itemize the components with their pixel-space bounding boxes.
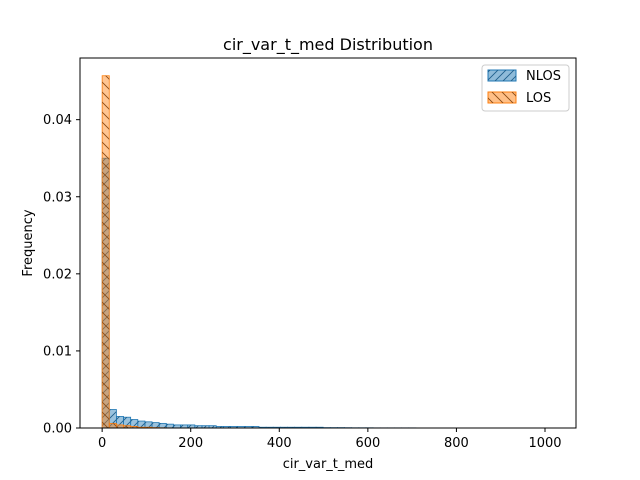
x-tick-label: 800 bbox=[444, 436, 469, 451]
nlos-bar-hatch bbox=[194, 425, 202, 428]
nlos-bar-hatch bbox=[130, 419, 138, 428]
nlos-bar-hatch bbox=[230, 426, 238, 428]
chart-title: cir_var_t_med Distribution bbox=[223, 35, 433, 55]
nlos-bar-hatch bbox=[237, 426, 245, 428]
nlos-bar-hatch bbox=[116, 416, 124, 428]
nlos-bar-hatch bbox=[251, 426, 259, 428]
nlos-bar-hatch bbox=[159, 423, 167, 429]
x-tick-label: 600 bbox=[355, 436, 380, 451]
nlos-bar-hatch bbox=[123, 417, 131, 428]
los-bar-hatch bbox=[130, 426, 138, 428]
legend-swatch-nlos-hatch bbox=[488, 70, 516, 81]
plot-frame bbox=[79, 57, 577, 429]
los-bar-hatch bbox=[109, 423, 117, 429]
los-bar-hatch bbox=[123, 425, 131, 428]
los-bars bbox=[101, 75, 174, 429]
nlos-bars bbox=[101, 157, 552, 429]
legend-item-los: LOS bbox=[487, 91, 551, 106]
y-axis-ticks: 0.00 0.01 0.02 0.03 0.04 bbox=[43, 113, 80, 437]
nlos-bar-hatch bbox=[244, 426, 252, 428]
nlos-bar-hatch bbox=[201, 425, 210, 428]
legend: NLOS LOS bbox=[481, 64, 570, 112]
nlos-bar-hatch bbox=[152, 422, 160, 428]
legend-label-nlos: NLOS bbox=[526, 69, 561, 84]
nlos-bar-hatch bbox=[109, 409, 117, 428]
nlos-bar-hatch bbox=[209, 425, 217, 428]
x-tick-label: 1000 bbox=[528, 436, 561, 451]
x-axis-label: cir_var_t_med bbox=[283, 457, 374, 472]
y-tick-label: 0.04 bbox=[43, 113, 72, 128]
y-tick-label: 0.02 bbox=[43, 267, 72, 282]
legend-item-nlos: NLOS bbox=[487, 69, 561, 84]
x-axis-ticks: 0 200 400 600 800 1000 bbox=[98, 428, 562, 451]
x-tick-label: 0 bbox=[98, 436, 106, 451]
nlos-bar-hatch bbox=[144, 421, 153, 428]
y-tick-label: 0.01 bbox=[43, 344, 72, 359]
nlos-bar-hatch bbox=[216, 426, 224, 428]
nlos-bar-hatch bbox=[173, 424, 181, 428]
legend-label-los: LOS bbox=[526, 91, 551, 106]
y-axis-label: Frequency bbox=[21, 209, 36, 276]
x-tick-label: 400 bbox=[267, 436, 292, 451]
nlos-bar-hatch bbox=[166, 424, 174, 428]
nlos-bar-hatch bbox=[187, 424, 195, 428]
nlos-bar-hatch bbox=[180, 424, 188, 428]
los-bar-hatch bbox=[102, 75, 110, 428]
x-tick-label: 200 bbox=[178, 436, 203, 451]
y-tick-label: 0.00 bbox=[43, 422, 72, 437]
nlos-bar-hatch bbox=[223, 426, 231, 428]
y-tick-label: 0.03 bbox=[43, 190, 72, 205]
los-bar-hatch bbox=[116, 424, 124, 428]
nlos-bar-hatch bbox=[137, 421, 145, 428]
legend-swatch-los-hatch bbox=[488, 92, 516, 103]
